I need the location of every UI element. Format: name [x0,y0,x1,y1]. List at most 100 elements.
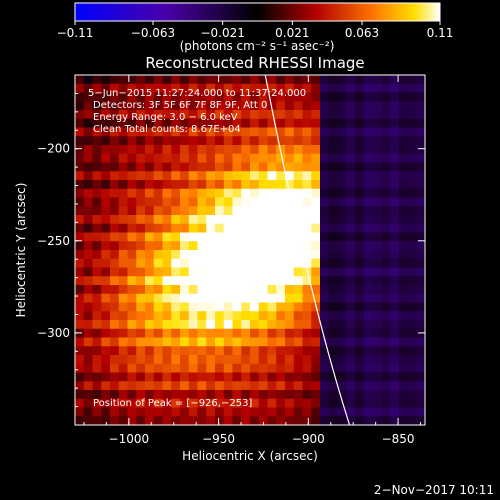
heatmap-cell [416,258,425,269]
heatmap-cell [206,276,216,286]
heatmap-cell [346,250,356,260]
heatmap-cell [250,355,260,365]
heatmap-cell [363,118,374,129]
heatmap-cell [416,398,425,409]
heatmap-cell [363,407,374,417]
heatmap-cell [267,250,277,260]
heatmap-cell [92,302,102,312]
heatmap-cell [171,136,181,146]
heatmap-cell [416,293,425,304]
heatmap-cell [188,328,199,339]
heatmap-cell [75,381,85,391]
solar-limb [264,75,351,425]
heatmap-cell [162,381,172,391]
heatmap-cell [311,337,321,347]
colorbar-ticks: −0.11 −0.063 −0.021 0.021 0.063 0.11 [57,21,453,40]
heatmap-cell [320,381,330,391]
heatmap-cell [162,355,172,365]
heatmap-cell [320,136,330,146]
heatmap-cell [162,328,172,339]
heatmap-cell [372,75,382,85]
heatmap-cell [188,363,199,374]
heatmap-cell [75,302,85,312]
heatmap-cell [285,83,295,94]
heatmap-cell [398,381,409,391]
heatmap-cell [206,320,216,330]
heatmap-cell [285,346,295,356]
heatmap-cell [83,302,94,312]
plot-frame [74,74,426,426]
heatmap-cell [276,293,286,304]
heatmap-cell [223,250,234,260]
heatmap-cell [372,407,382,417]
heatmap-cell [171,180,181,190]
heatmap-cell [162,145,172,155]
heatmap-cell [407,215,417,225]
heatmap-cell [75,372,85,382]
heatmap-cell [153,372,164,382]
heatmap-cell [372,180,382,190]
heatmap-cell [328,136,339,146]
heatmap-cell [267,180,277,190]
heatmap-cell [337,171,347,181]
heatmap-cell [110,250,120,260]
heatmap-cell [337,267,347,277]
heatmap-cell [390,92,400,102]
heatmap-cell [101,127,111,137]
heatmap-cell [215,101,225,111]
heatmap-cell [215,250,225,260]
heatmap-cell [337,337,347,347]
heatmap-cell [127,267,137,277]
heatmap-cell [153,416,164,425]
heatmap-cell [197,75,207,85]
heatmap-cell [363,267,374,277]
heatmap-cell [320,162,330,172]
heatmap-cell [118,398,129,409]
heatmap-cell [118,416,129,425]
heatmap-cell [136,180,146,190]
heatmap-cell [258,258,269,269]
heatmap-cell [337,118,347,129]
heatmap-cell [250,416,260,425]
chart-title: Reconstructed RHESSI Image [145,54,364,72]
heatmap-cell [83,355,94,365]
heatmap-cell [250,241,260,251]
heatmap-cell [206,118,216,129]
heatmap-cell [153,206,164,216]
heatmap-cell [416,250,425,260]
heatmap-cell [285,363,295,374]
heatmap-cell [355,311,365,321]
heatmap-cell [250,267,260,277]
heatmap-cell [337,293,347,304]
heatmap-cell [276,101,286,111]
heatmap-cell [267,118,277,129]
heatmap-cell [110,92,120,102]
heatmap-cell [118,328,129,339]
heatmap-cell [171,381,181,391]
heatmap-cell [372,258,382,269]
heatmap-cell [285,241,295,251]
heatmap-cell [407,390,417,400]
heatmap-cell [153,293,164,304]
heatmap-cell [285,302,295,312]
y-tick-label: −250 [37,234,70,248]
heatmap-cell [215,206,225,216]
heatmap-cell [337,215,347,225]
heatmap-cell [206,372,216,382]
heatmap-cell [75,241,85,251]
heatmap-cell [180,223,190,234]
heatmap-cell [215,83,225,94]
heatmap-cell [372,197,382,207]
heatmap-cell [136,311,146,321]
heatmap-cell [302,355,312,365]
heatmap-cell [232,118,242,129]
heatmap-cell [145,337,155,347]
heatmap-cell [390,390,400,400]
heatmap-cell [188,171,199,181]
heatmap-cell [416,416,425,425]
heatmap-cell [241,118,251,129]
heatmap-cell [250,293,260,304]
heatmap-cell [355,390,365,400]
heatmap-cell [398,180,409,190]
heatmap-cell [346,258,356,269]
